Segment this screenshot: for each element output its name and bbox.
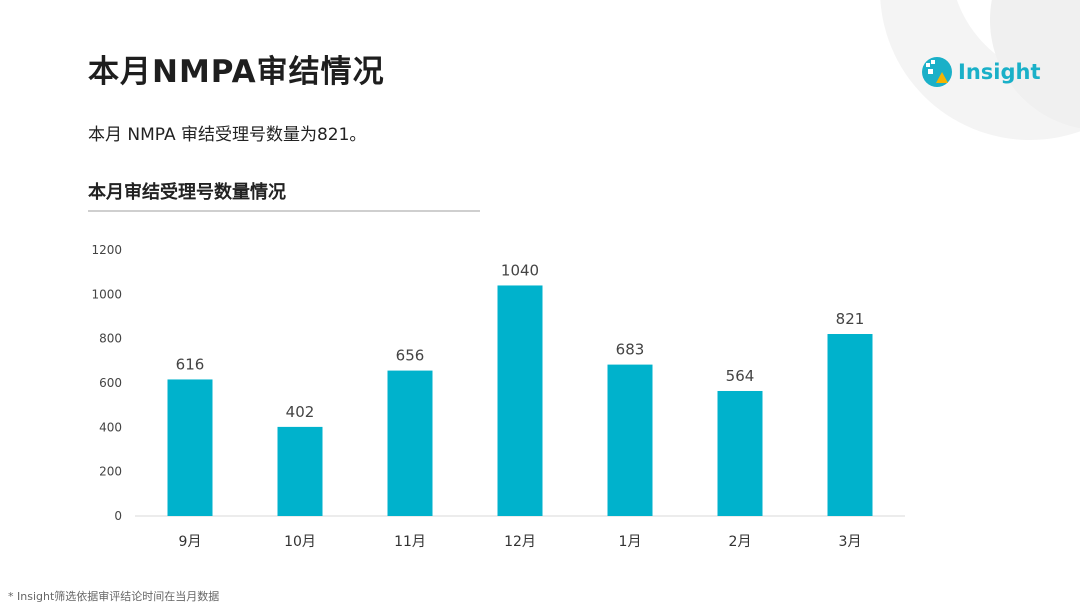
bar [607, 364, 653, 516]
bar-value-label: 683 [616, 341, 645, 359]
y-tick-label: 0 [114, 509, 122, 523]
bar [827, 334, 873, 516]
insight-logo-icon [922, 57, 952, 87]
page-title: 本月NMPA审结情况 [88, 54, 385, 90]
bar-value-label: 616 [176, 355, 205, 373]
bar [717, 390, 763, 516]
y-tick-label: 600 [99, 376, 122, 390]
section-divider [88, 210, 480, 212]
x-tick-label: 2月 [729, 534, 752, 550]
y-tick-label: 1000 [91, 287, 122, 301]
insight-logo: Insight [920, 54, 1040, 90]
summary-text: 本月 NMPA 审结受理号数量为821。 [88, 125, 367, 145]
x-tick-label: 10月 [284, 534, 316, 550]
logo-text: Insight [958, 60, 1041, 84]
x-tick-label: 12月 [504, 534, 536, 550]
bar [387, 370, 433, 516]
bar-value-label: 1040 [501, 261, 539, 279]
bar-value-label: 402 [286, 403, 315, 421]
y-tick-label: 800 [99, 332, 122, 346]
x-tick-label: 9月 [179, 534, 202, 550]
bar-value-label: 656 [396, 347, 425, 365]
section-title: 本月审结受理号数量情况 [88, 182, 286, 203]
y-tick-label: 200 [99, 465, 122, 479]
background-decoration [880, 0, 1080, 140]
footnote: * Insight筛选依据审评结论时间在当月数据 [8, 590, 220, 603]
x-tick-label: 1月 [619, 534, 642, 550]
bar [497, 285, 543, 516]
bar-value-label: 564 [726, 367, 755, 385]
bar-chart: 0 200 400 600 800 1000 1200 616 9月 402 10月 656 11月 10… [91, 243, 905, 550]
x-tick-label: 3月 [839, 534, 862, 550]
bar [277, 426, 323, 516]
x-tick-label: 11月 [394, 534, 426, 550]
y-tick-label: 1200 [91, 243, 122, 257]
bar [167, 379, 213, 516]
y-tick-label: 400 [99, 420, 122, 434]
bar-value-label: 821 [836, 310, 865, 328]
